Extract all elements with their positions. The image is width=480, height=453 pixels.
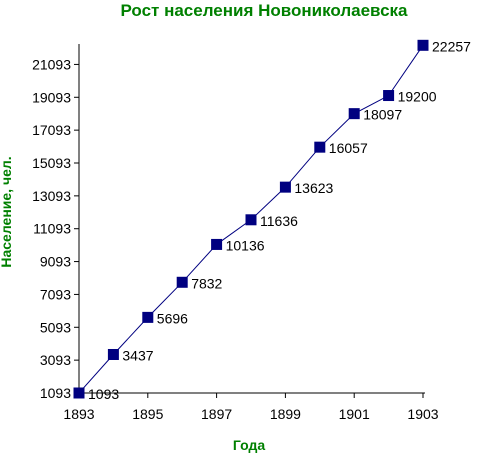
data-label: 7832 [191,275,222,291]
y-axis-ticks: 1093 3093 5093 7093 9093 11093 13093 15093 17093… [32,56,79,401]
data-point [383,90,395,102]
data-label: 16057 [329,140,368,156]
data-point [73,387,85,399]
y-tick-label: 7093 [40,286,71,302]
data-markers [73,39,429,399]
data-point [211,238,223,250]
x-tick-label: 1893 [63,406,94,422]
data-point [245,214,257,226]
y-tick-label: 1093 [40,385,71,401]
y-axis-title: Население, чел. [0,156,14,267]
y-tick-label: 13093 [32,188,71,204]
y-tick-label: 15093 [32,155,71,171]
data-label: 11636 [260,213,298,229]
data-point [107,348,119,360]
y-tick-label: 11093 [33,221,71,237]
data-point [279,181,291,193]
x-tick-label: 1899 [270,406,301,422]
data-point [417,39,429,51]
data-label: 18097 [363,107,402,123]
data-label: 22257 [432,38,471,54]
y-tick-label: 3093 [40,352,71,368]
data-label: 5696 [157,310,188,326]
data-point [348,108,360,120]
x-tick-label: 1903 [407,406,438,422]
data-label: 1093 [88,386,119,402]
x-axis-ticks: 1893 1895 1897 1899 1901 1903 [63,393,439,422]
y-tick-label: 9093 [40,254,71,270]
data-point [176,276,188,288]
x-tick-label: 1895 [132,406,163,422]
axes [78,44,425,394]
chart-title: Рост населения Новониколаевска [121,1,409,20]
data-label: 19200 [398,89,437,105]
data-label: 10136 [226,237,265,253]
data-label: 13623 [294,180,333,196]
x-axis-title: Года [233,437,265,453]
y-tick-label: 17093 [32,122,71,138]
data-labels: 1093 3437 5696 7832 10136 11636 13623 16057 1809… [88,38,471,402]
data-label: 3437 [122,347,153,363]
y-tick-label: 19093 [32,89,71,105]
x-tick-label: 1901 [339,406,370,422]
y-tick-label: 5093 [40,319,71,335]
x-tick-label: 1897 [201,406,232,422]
data-point [314,141,326,153]
data-point [142,311,154,323]
y-tick-label: 21093 [32,56,71,72]
